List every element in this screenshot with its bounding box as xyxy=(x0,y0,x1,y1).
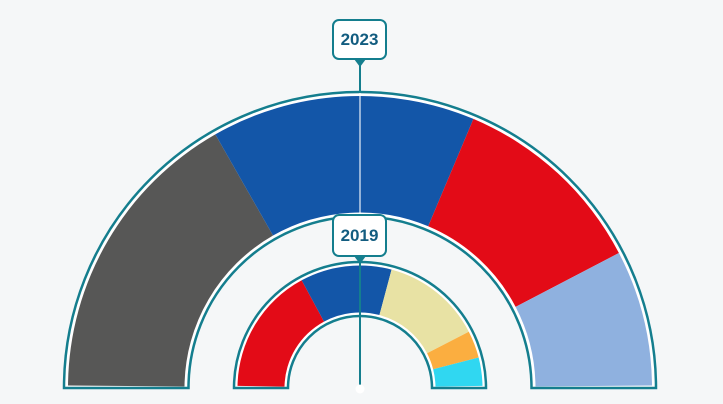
year-marker-2019: 2019 xyxy=(332,214,387,257)
center-dot xyxy=(355,384,365,394)
ring-2019-segment-cyan[interactable] xyxy=(433,357,483,387)
ring-2019-segment-beige[interactable] xyxy=(379,269,469,354)
ring-2023-segment-blue[interactable] xyxy=(215,95,474,236)
ring-2019-segment-red[interactable] xyxy=(237,280,325,387)
ring-2019-segment-blue[interactable] xyxy=(301,265,392,322)
ring-2023-segment-dark-gray[interactable] xyxy=(68,134,274,387)
ring-2023-segment-light-blue[interactable] xyxy=(515,252,652,387)
ring-2023-segment-red[interactable] xyxy=(428,118,619,307)
ring-2019-segment-orange[interactable] xyxy=(427,331,479,370)
year-marker-2019-text: 2019 xyxy=(340,226,379,245)
year-marker-2023-text: 2023 xyxy=(340,30,379,49)
year-marker-2023: 2023 xyxy=(332,19,387,60)
